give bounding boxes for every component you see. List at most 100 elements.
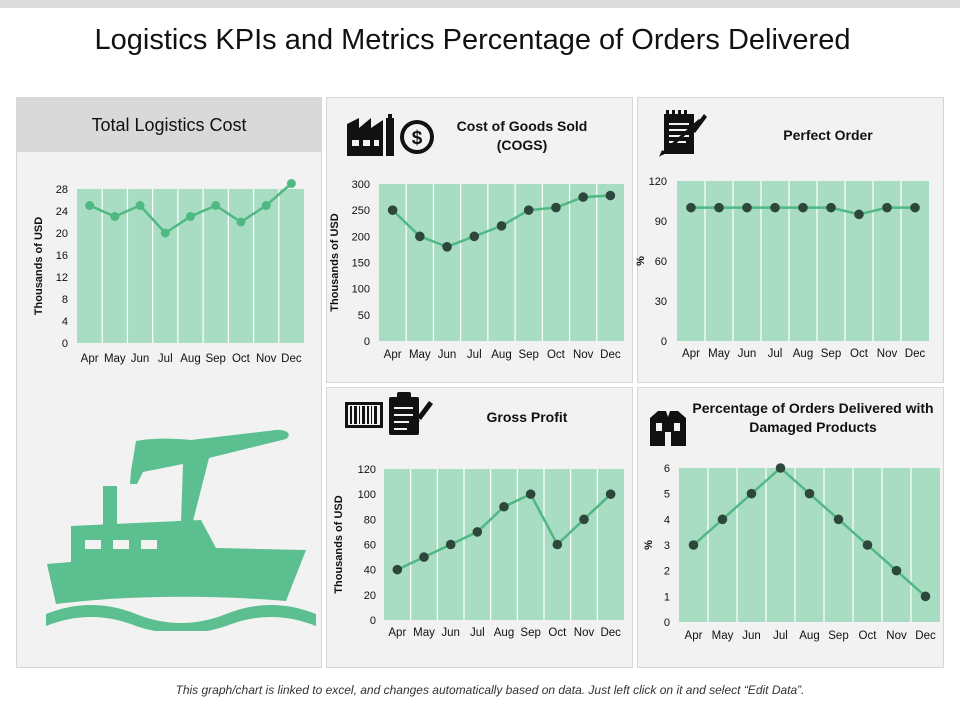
panel-title-perfect-order: Perfect Order (783, 127, 873, 143)
x-tick-label: May (413, 627, 435, 639)
panel-title-total-logistics-cost: Total Logistics Cost (17, 98, 321, 152)
y-tick-label: 30 (655, 296, 667, 308)
x-tick-label: Apr (81, 353, 99, 365)
x-tick-label: May (708, 348, 730, 360)
y-tick-label: 60 (655, 256, 667, 268)
data-point (551, 202, 561, 213)
x-tick-label: Jun (742, 630, 761, 642)
y-tick-label: 200 (352, 231, 370, 243)
data-point (525, 489, 536, 499)
x-tick-label: Jun (441, 627, 460, 639)
y-tick-label: 150 (352, 258, 370, 270)
data-point (717, 514, 728, 525)
data-point (910, 202, 920, 213)
data-point (714, 202, 724, 213)
data-point (578, 192, 588, 202)
y-axis-label: Thousands of USD (329, 213, 341, 311)
y-tick-label: 24 (56, 206, 68, 218)
y-tick-label: 100 (358, 489, 376, 501)
x-tick-label: May (712, 630, 734, 642)
x-tick-label: Dec (600, 627, 621, 639)
x-tick-label: Apr (685, 630, 703, 642)
y-axis-label: % (635, 256, 647, 266)
x-tick-label: Oct (859, 630, 878, 642)
x-tick-label: Sep (821, 348, 841, 360)
y-tick-label: 0 (364, 336, 370, 348)
data-point (499, 501, 509, 512)
y-tick-label: 0 (661, 336, 667, 348)
data-point (211, 201, 221, 210)
y-tick-label: 0 (62, 338, 68, 350)
y-tick-label: 2 (664, 566, 670, 578)
x-tick-label: Aug (799, 630, 819, 642)
y-tick-label: 50 (358, 310, 370, 322)
x-tick-label: Nov (574, 627, 595, 639)
plot-area (379, 184, 624, 341)
data-point (419, 552, 429, 562)
y-tick-label: 16 (56, 250, 68, 262)
x-tick-label: Dec (600, 349, 621, 361)
factory-dollar-icon: $ (347, 114, 434, 156)
x-tick-label: May (104, 353, 126, 365)
plot-area (384, 469, 624, 620)
y-tick-label: 6 (664, 463, 670, 475)
panel-title-gross-profit: Gross Profit (486, 409, 568, 425)
notepad-pen-icon (659, 110, 707, 157)
x-tick-label: Apr (682, 348, 700, 360)
y-tick-label: 120 (649, 176, 667, 188)
x-tick-label: Jul (467, 349, 482, 361)
data-point (469, 231, 480, 242)
x-tick-label: Aug (180, 353, 200, 365)
data-point (160, 228, 170, 238)
y-tick-label: 20 (56, 228, 68, 240)
data-point (920, 591, 931, 602)
data-point (742, 202, 752, 213)
data-point (605, 190, 616, 201)
x-tick-label: Oct (232, 353, 251, 365)
data-point (804, 488, 815, 499)
x-tick-label: Nov (256, 353, 277, 365)
x-tick-label: Nov (886, 630, 907, 642)
data-point (261, 201, 271, 210)
data-point (186, 212, 195, 221)
y-tick-label: 300 (352, 179, 370, 191)
data-point (442, 242, 452, 252)
x-tick-label: Apr (384, 349, 402, 361)
data-point (579, 514, 589, 525)
x-tick-label: Apr (388, 627, 406, 639)
data-point (496, 221, 507, 231)
data-point (85, 201, 95, 210)
y-tick-label: 1 (664, 591, 670, 603)
data-point (415, 231, 425, 242)
x-tick-label: Jul (470, 627, 485, 639)
data-point (523, 205, 534, 215)
x-tick-label: Jul (773, 630, 788, 642)
data-point (826, 202, 836, 213)
data-point (552, 539, 563, 550)
data-point (854, 209, 864, 220)
y-axis-label: Thousands of USD (33, 217, 45, 315)
svg-text:$: $ (412, 128, 423, 149)
data-point (770, 202, 780, 213)
data-point (605, 489, 616, 499)
y-tick-label: 80 (364, 514, 376, 526)
y-tick-label: 20 (364, 590, 376, 602)
panel-title-cogs: Cost of Goods Sold (COGS) (456, 118, 588, 153)
y-tick-label: 40 (364, 565, 376, 577)
x-tick-label: Sep (518, 349, 538, 361)
y-tick-label: 0 (370, 615, 376, 627)
ship-plane-icon (46, 429, 316, 631)
x-tick-label: Dec (905, 348, 926, 360)
y-tick-label: 250 (352, 205, 370, 217)
y-tick-label: 60 (364, 540, 376, 552)
y-axis-label: % (643, 540, 655, 550)
footer-note: This graph/chart is linked to excel, and… (175, 683, 805, 697)
x-tick-label: Dec (281, 353, 302, 365)
data-point (882, 202, 892, 213)
y-tick-label: 28 (56, 184, 68, 196)
damaged-box-icon (650, 411, 686, 446)
